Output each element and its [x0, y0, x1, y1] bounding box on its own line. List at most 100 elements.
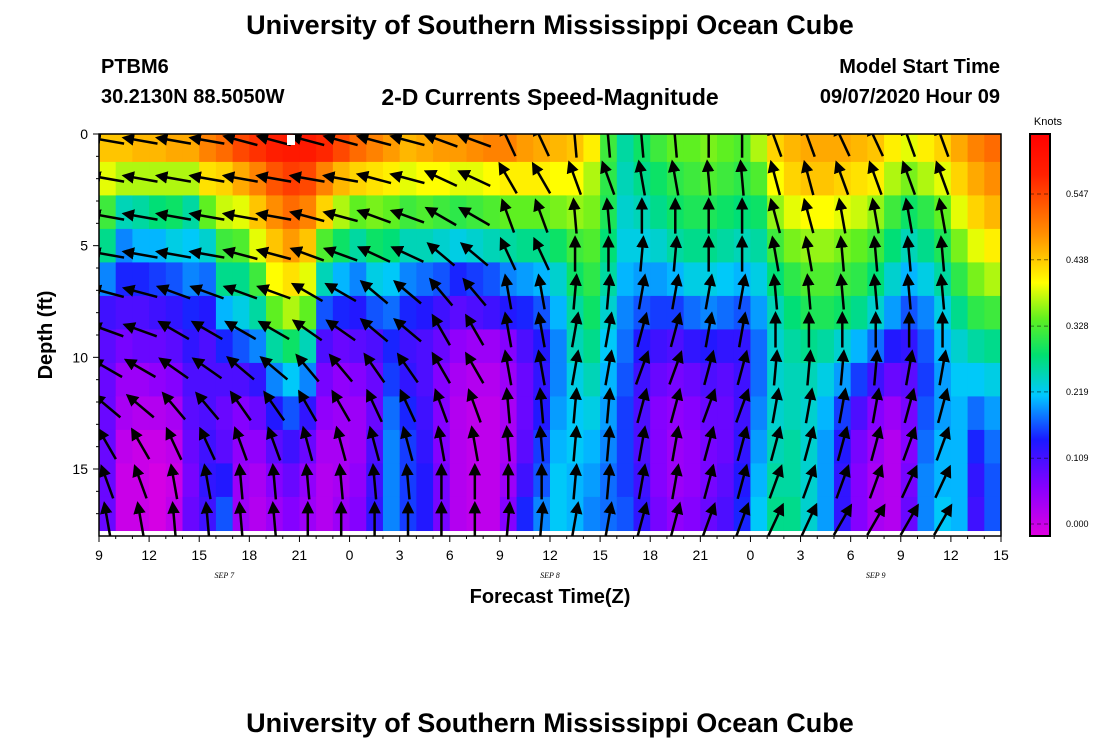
heatmap-cell — [282, 262, 301, 297]
current-vector-arrow — [291, 319, 323, 342]
current-vector-arrow — [502, 500, 516, 536]
heatmap-cell — [483, 134, 501, 163]
heatmap-cell — [433, 396, 451, 431]
speed-heatmap — [99, 134, 1001, 532]
heatmap-cell — [399, 362, 417, 398]
current-vector-arrow — [355, 170, 392, 185]
x-tick-label: 6 — [446, 547, 454, 563]
heatmap-cell — [800, 396, 818, 431]
heatmap-cell — [449, 396, 468, 431]
current-vector-arrow — [569, 273, 582, 310]
current-vector-arrow — [198, 426, 216, 461]
heatmap-cell — [850, 362, 868, 398]
current-vector-arrow — [431, 351, 452, 384]
colorbar-ticks: 0.000 0.109 0.219 0.328 0.438 0.547 — [1030, 189, 1089, 529]
current-vector-arrow — [900, 160, 917, 196]
current-vector-arrow — [396, 352, 419, 384]
current-vector-arrow — [298, 389, 318, 422]
heatmap-cell — [917, 228, 935, 264]
current-vector-arrow — [322, 246, 358, 262]
heatmap-cell — [516, 396, 534, 431]
heatmap-cell — [984, 429, 1001, 465]
current-vector-arrow — [399, 388, 417, 423]
heatmap-cell — [115, 329, 134, 364]
current-vector-arrow — [221, 209, 258, 222]
heatmap-cell — [700, 396, 718, 431]
heatmap-cell — [366, 362, 384, 398]
current-vector-arrow — [423, 170, 458, 187]
current-vector-arrow — [154, 134, 192, 146]
heatmap-cell — [767, 195, 785, 230]
current-vector-arrow — [165, 426, 183, 461]
heatmap-cell — [950, 161, 969, 197]
heatmap-cell — [783, 262, 802, 297]
heatmap-cell — [817, 396, 835, 431]
heatmap-cell — [299, 396, 317, 431]
heatmap-cell — [182, 362, 200, 398]
current-vector-arrow — [99, 427, 117, 460]
heatmap-cell — [867, 396, 885, 431]
colorbar-title: Knots — [1034, 116, 1063, 128]
current-vector-arrow — [290, 282, 324, 303]
heatmap-cell — [516, 262, 534, 297]
current-vector-arrow — [389, 208, 425, 224]
heatmap-cell — [550, 295, 568, 331]
heatmap-cell — [934, 496, 952, 532]
current-vector-arrow — [534, 349, 547, 386]
heatmap-cell — [282, 463, 301, 498]
current-vector-arrow — [802, 273, 815, 310]
heatmap-cell — [967, 134, 985, 163]
current-vector-arrow — [603, 311, 616, 348]
current-vector-arrow — [636, 235, 649, 272]
current-vector-arrow — [288, 134, 325, 147]
current-vector-arrow — [670, 273, 683, 310]
heatmap-cell — [266, 195, 284, 230]
current-vector-arrow — [736, 425, 750, 462]
heatmap-cell — [382, 161, 401, 197]
heatmap-cell — [583, 396, 601, 431]
heatmap-cell — [583, 496, 601, 532]
current-vector-arrow — [770, 387, 783, 424]
current-vector-arrow — [366, 425, 381, 462]
heatmap-cell — [182, 429, 200, 465]
heatmap-cell — [917, 329, 935, 364]
heatmap-cell — [282, 396, 301, 431]
current-vector-arrow — [735, 502, 751, 536]
heatmap-cell — [817, 362, 835, 398]
heatmap-cell — [149, 262, 167, 297]
current-vector-arrow — [133, 501, 146, 536]
heatmap-cell — [165, 134, 184, 163]
current-vector-arrow — [157, 320, 190, 341]
heatmap-cell — [950, 362, 969, 398]
current-vector-arrow — [333, 425, 347, 462]
current-vector-arrow — [801, 235, 814, 272]
heatmap-cell — [483, 496, 501, 532]
current-vector-arrow — [400, 425, 414, 462]
model-start-value: 09/07/2020 Hour 09 — [819, 86, 1000, 108]
heatmap-cell — [433, 228, 451, 264]
heatmap-cell — [583, 228, 601, 264]
current-vector-arrow — [934, 134, 950, 158]
heatmap-cell — [215, 161, 234, 197]
heatmap-cell — [917, 496, 935, 532]
y-tick-label: 5 — [80, 238, 88, 254]
heatmap-cell — [483, 262, 501, 297]
current-vector-arrow — [255, 134, 292, 147]
heatmap-cell — [516, 195, 534, 230]
heatmap-cell — [717, 134, 735, 163]
current-vector-arrow — [534, 425, 548, 462]
heatmap-cell — [349, 429, 367, 465]
y-axis: 0 5 10 15 — [72, 126, 99, 515]
heatmap-cell — [416, 362, 434, 398]
current-vector-arrow — [935, 273, 949, 310]
heatmap-cell — [616, 463, 635, 498]
date-label: SEP 7 — [214, 571, 235, 580]
current-vector-arrow — [456, 134, 492, 148]
heatmap-cell — [483, 329, 501, 364]
heatmap-cell — [850, 329, 868, 364]
heatmap-cell — [984, 463, 1001, 498]
heatmap-cell — [717, 496, 735, 532]
heatmap-cell — [382, 362, 401, 398]
heatmap-cell — [884, 362, 902, 398]
heatmap-cell — [950, 228, 969, 264]
